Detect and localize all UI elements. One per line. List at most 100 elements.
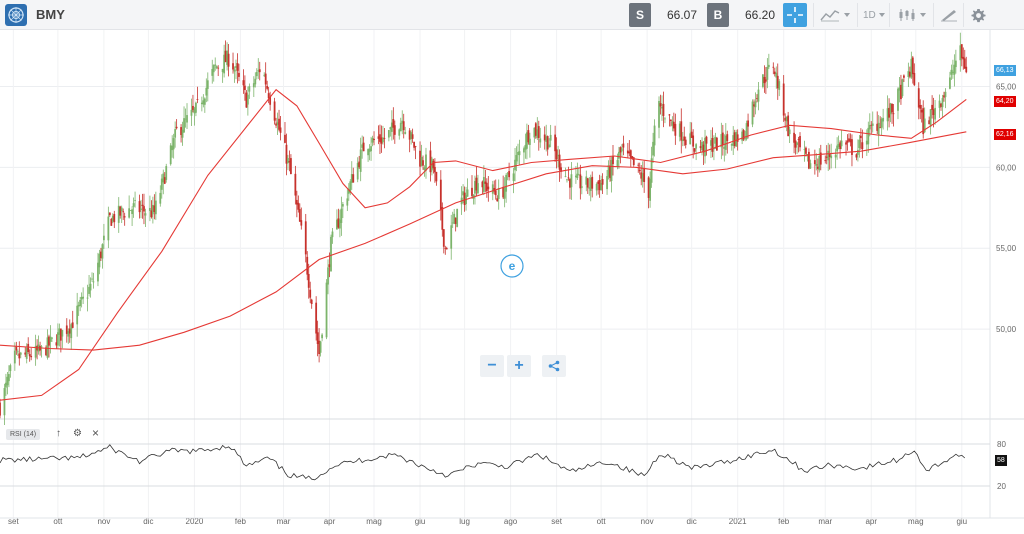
candle-body [172, 138, 175, 150]
candle-body [756, 98, 758, 99]
candle-body [652, 141, 654, 156]
candle-body [949, 77, 951, 89]
rsi-settings-icon[interactable]: ⚙ [73, 428, 82, 439]
candle-body [797, 139, 800, 140]
candle-body [954, 60, 957, 68]
candle-body [68, 328, 71, 334]
candle-body [422, 160, 424, 166]
candle-body [960, 44, 963, 59]
candle-body [129, 210, 132, 211]
arrow-up-icon[interactable]: ↑ [56, 428, 61, 439]
settings-button[interactable] [963, 3, 993, 27]
candle-body [505, 174, 508, 192]
candle-body [589, 177, 592, 191]
candle-body [30, 355, 33, 358]
candle-body [40, 346, 43, 348]
candle-body [361, 144, 364, 148]
candle-body [533, 127, 536, 138]
candle-body [566, 179, 568, 181]
logo-icon [5, 4, 27, 26]
candle-body [358, 161, 361, 168]
candle-body [295, 199, 298, 205]
candle-body [49, 336, 52, 342]
candle-body [794, 140, 797, 148]
candle-body [284, 134, 286, 143]
close-icon[interactable]: × [92, 426, 100, 440]
chart-type-button[interactable] [813, 3, 857, 27]
candle-body [206, 80, 209, 89]
price-chart[interactable]: 50,00 55,00 60,00 65,00 set ott nov dic 2020 feb m… [0, 30, 1024, 534]
candle-body [672, 121, 675, 129]
candle-body [564, 176, 567, 178]
candle-body [721, 132, 724, 146]
candle-body [180, 127, 182, 136]
candle-body [910, 58, 913, 78]
candle-body [766, 66, 769, 80]
candle-body [892, 113, 895, 115]
candle-body [13, 350, 16, 364]
candle-body [56, 332, 59, 346]
candle-body [3, 388, 6, 416]
candle-body [699, 146, 702, 149]
timeframe-button[interactable]: 1D [857, 3, 889, 27]
candle-body [595, 183, 598, 191]
candle-body [285, 144, 288, 164]
x-tick-label: apr [324, 517, 336, 526]
candle-body [80, 296, 83, 300]
sell-button[interactable]: S [629, 3, 651, 27]
candle-body [824, 160, 827, 162]
candle-body [897, 88, 899, 111]
candle-body [279, 127, 282, 133]
candle-body [888, 107, 890, 118]
candle-body [290, 158, 292, 174]
candle-body [244, 85, 246, 91]
candle-body [877, 122, 880, 136]
candle-body [830, 155, 833, 159]
candle-body [723, 146, 726, 149]
candle-body [598, 180, 601, 191]
buy-button[interactable]: B [707, 3, 729, 27]
candle-body [368, 148, 371, 152]
x-tick-label: mar [277, 517, 291, 526]
candle-body [808, 151, 810, 169]
candle-body [683, 136, 686, 141]
candle-body [506, 173, 509, 175]
symbol-name: BMY [36, 7, 65, 22]
candle-body [762, 74, 764, 87]
candle-body [606, 176, 608, 190]
candle-body [15, 346, 18, 351]
candle-body [637, 164, 640, 166]
candle-body [512, 173, 515, 182]
candle-body [628, 151, 631, 154]
candle-body [796, 142, 798, 145]
indicators-button[interactable] [889, 3, 933, 27]
zoom-in-button[interactable]: + [507, 355, 531, 377]
candle-body [482, 177, 485, 192]
candle-body [772, 66, 775, 68]
candle-body [352, 174, 355, 183]
candle-body [402, 121, 405, 131]
candle-body [848, 138, 850, 141]
candle-body [626, 150, 629, 154]
candle-body [524, 144, 527, 150]
candle-body [870, 124, 873, 126]
zoom-out-button[interactable]: − [480, 355, 504, 377]
candle-body [0, 402, 1, 416]
candle-body [264, 73, 267, 85]
candle-body [110, 218, 113, 226]
candle-body [629, 150, 632, 158]
candle-body [681, 139, 684, 142]
crosshair-icon[interactable] [783, 3, 807, 27]
share-button[interactable] [542, 355, 566, 377]
candle-body [399, 122, 402, 132]
candle-body [903, 75, 905, 78]
candle-body [55, 342, 58, 346]
candle-body [6, 376, 9, 386]
candle-body [536, 129, 539, 138]
candle-body [515, 155, 518, 162]
candle-body [600, 183, 603, 191]
rsi-label[interactable]: RSI (14) [6, 429, 41, 440]
candle-body [806, 154, 809, 156]
draw-button[interactable] [933, 3, 963, 27]
candle-body [389, 127, 392, 130]
